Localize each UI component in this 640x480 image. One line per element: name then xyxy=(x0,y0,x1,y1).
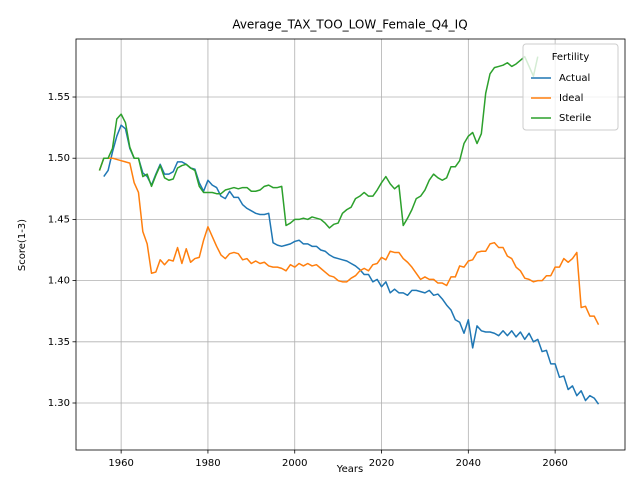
legend-label: Actual xyxy=(559,73,590,84)
legend-label: Ideal xyxy=(559,93,583,104)
x-tick-label: 2000 xyxy=(282,458,307,469)
x-tick-label: 2020 xyxy=(369,458,394,469)
y-tick-label: 1.55 xyxy=(48,92,70,103)
x-tick-label: 1980 xyxy=(195,458,220,469)
x-tick-label: 1960 xyxy=(108,458,133,469)
chart-title: Average_TAX_TOO_LOW_Female_Q4_IQ xyxy=(232,18,467,32)
series-line xyxy=(98,157,600,326)
x-tick-label: 2040 xyxy=(456,458,481,469)
y-tick-label: 1.50 xyxy=(48,153,70,164)
plot-frame xyxy=(75,38,626,451)
x-tick-label: 2060 xyxy=(542,458,567,469)
legend: Fertility Actual Ideal Sterile xyxy=(522,43,619,131)
y-tick-label: 1.45 xyxy=(48,214,70,225)
y-tick-label: 1.35 xyxy=(48,337,70,348)
y-tick-label: 1.30 xyxy=(48,398,70,409)
legend-title: Fertility xyxy=(552,52,590,63)
y-axis-label: Score(1-3) xyxy=(17,219,28,271)
legend-label: Sterile xyxy=(559,113,591,124)
y-tick-label: 1.40 xyxy=(48,276,70,287)
x-axis-label: Years xyxy=(336,464,363,475)
legend-box xyxy=(522,43,619,131)
series-line xyxy=(98,55,539,229)
